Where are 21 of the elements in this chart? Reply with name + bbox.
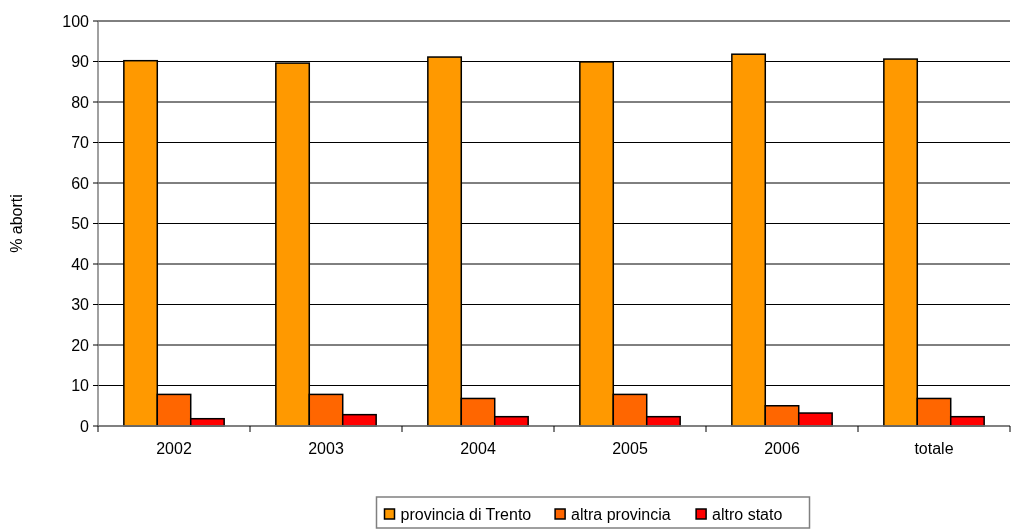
x-tick-label: 2006 xyxy=(764,440,800,457)
x-tick-label: 2002 xyxy=(156,440,192,457)
x-tick-label: totale xyxy=(914,440,954,457)
y-tick-label: 70 xyxy=(71,134,90,152)
y-tick-label: 30 xyxy=(71,296,90,314)
legend-label: altra provincia xyxy=(571,505,671,523)
legend-label: provincia di Trento xyxy=(400,505,532,523)
y-tick-label: 90 xyxy=(71,53,90,71)
legend-label: altro stato xyxy=(712,505,783,523)
y-tick-label: 40 xyxy=(71,255,90,273)
x-tick-label: 2004 xyxy=(460,440,496,457)
y-tick-label: 10 xyxy=(71,377,90,395)
y-tick-label: 20 xyxy=(71,336,90,354)
x-tick-label: 2005 xyxy=(612,440,648,457)
x-tick-label: 2003 xyxy=(308,440,344,457)
y-tick-label: 80 xyxy=(71,93,90,111)
y-axis-title: % aborti xyxy=(8,194,25,253)
y-tick-label: 0 xyxy=(80,417,90,435)
y-tick-label: 60 xyxy=(71,174,90,192)
y-tick-label: 100 xyxy=(62,12,90,30)
y-tick-label: 50 xyxy=(71,215,90,233)
